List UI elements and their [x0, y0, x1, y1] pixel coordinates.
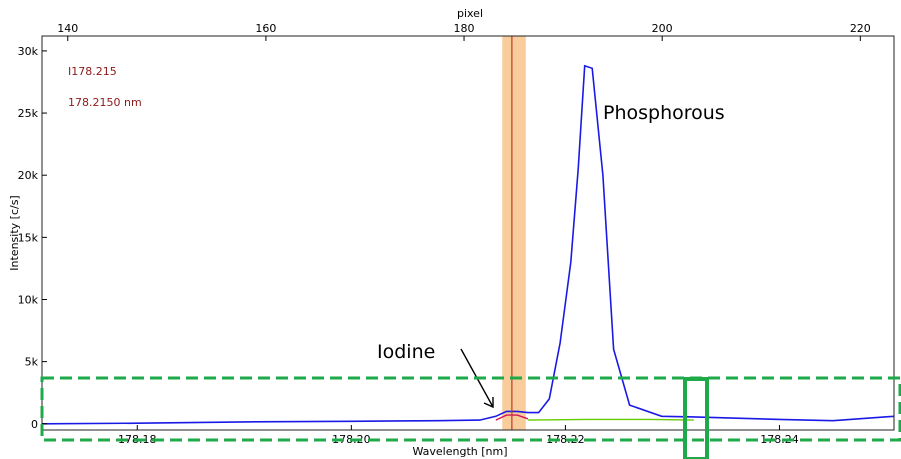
x-tick-label: 178.24: [760, 433, 799, 446]
line-label: I178.215: [68, 65, 117, 78]
y-tick-label: 15k: [18, 231, 39, 244]
bottom-axis: 178.18 178.20 178.22 178.24: [118, 425, 799, 446]
top-tick-label: 160: [255, 22, 276, 35]
top-tick-label: 200: [652, 22, 673, 35]
y-tick-label: 10k: [18, 293, 39, 306]
series-line-1: [527, 418, 694, 421]
highlight-box-region: [683, 377, 709, 459]
top-axis-title: pixel: [457, 7, 483, 20]
left-axis: 0 5k 10k 15k 20k 25k 30k: [18, 45, 47, 431]
top-axis: 140 160 180 200 220: [57, 22, 871, 41]
plot-frame: [41, 35, 895, 431]
highlight-band: [502, 36, 526, 430]
y-tick-label: 25k: [18, 107, 39, 120]
plot-background: [42, 36, 894, 430]
top-tick-label: 220: [850, 22, 871, 35]
y-tick-label: 0: [31, 418, 38, 431]
annotation-iodine: Iodine: [377, 341, 435, 363]
top-tick-label: 140: [57, 22, 78, 35]
annotation-phosphorous: Phosphorous: [603, 102, 725, 124]
series-line-0: [41, 64, 895, 425]
y-axis-title: Intensity [c/s]: [8, 195, 21, 270]
top-tick-label: 180: [454, 22, 475, 35]
x-axis-title: Wavelength [nm]: [412, 445, 507, 458]
y-tick-label: 30k: [18, 45, 39, 58]
x-tick-label: 178.22: [546, 433, 585, 446]
line-wavelength-label: 178.2150 nm: [68, 96, 142, 109]
y-tick-label: 20k: [18, 169, 39, 182]
y-tick-label: 5k: [25, 356, 39, 369]
highlight-box-baseline: [40, 376, 901, 442]
